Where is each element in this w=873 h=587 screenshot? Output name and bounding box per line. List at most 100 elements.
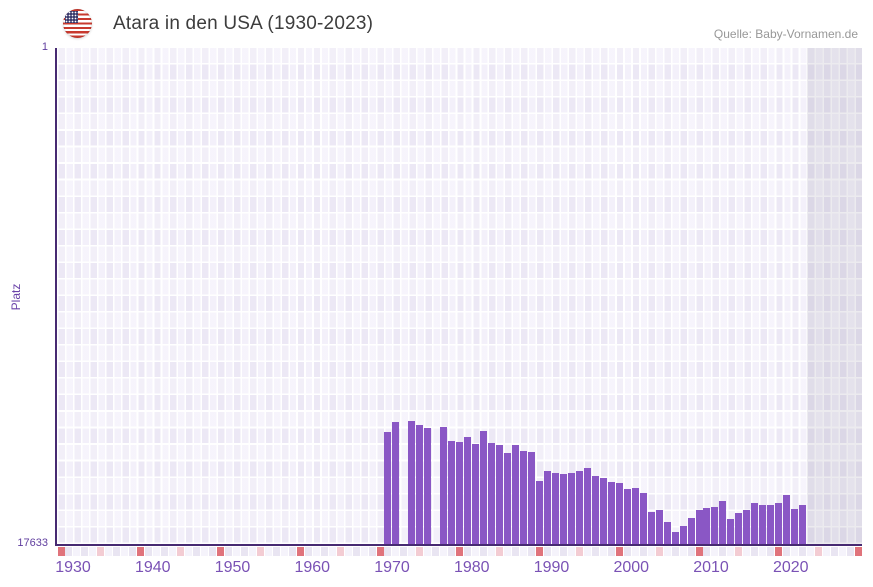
year-cell-1930: [57, 547, 65, 556]
year-cell-1945: [177, 547, 185, 556]
year-cell-1962: [312, 547, 320, 556]
year-cell-2014: [727, 547, 735, 556]
year-cell-1970: [376, 547, 384, 556]
year-cell-1968: [360, 547, 368, 556]
bar-1990[interactable]: [536, 480, 543, 544]
year-cell-1940: [137, 547, 145, 556]
bar-1971[interactable]: [384, 431, 392, 544]
bar-2021[interactable]: [783, 494, 791, 544]
bar-2006[interactable]: [663, 522, 671, 544]
year-cell-1961: [304, 547, 312, 556]
bar-2023[interactable]: [799, 504, 807, 544]
plot-area[interactable]: [57, 48, 862, 544]
year-cell-2009: [687, 547, 695, 556]
bar-1997[interactable]: [591, 475, 599, 544]
bar-2020[interactable]: [775, 503, 783, 544]
year-cell-2022: [791, 547, 799, 556]
bar-2015[interactable]: [735, 512, 743, 544]
bar-1999[interactable]: [607, 481, 615, 544]
bar-1980[interactable]: [456, 441, 464, 544]
year-cell-1983: [480, 547, 488, 556]
year-cell-1974: [408, 547, 416, 556]
bar-2014[interactable]: [727, 518, 735, 544]
year-cell-1998: [599, 547, 607, 556]
bar-1972[interactable]: [392, 421, 400, 544]
bar-2017[interactable]: [751, 502, 759, 544]
year-cell-1933: [81, 547, 89, 556]
bar-2005[interactable]: [655, 509, 663, 544]
bar-1983[interactable]: [480, 430, 488, 544]
year-cell-1989: [528, 547, 536, 556]
bar-2022[interactable]: [791, 508, 799, 544]
bar-1975[interactable]: [416, 425, 424, 544]
bar-2018[interactable]: [759, 504, 767, 544]
x-tick-1960: 1960: [294, 559, 331, 576]
bar-2011[interactable]: [703, 507, 711, 544]
bar-2010[interactable]: [695, 509, 703, 544]
year-cell-1990: [536, 547, 543, 556]
bar-1981[interactable]: [464, 436, 472, 544]
bar-2007[interactable]: [671, 531, 679, 544]
year-cell-2018: [759, 547, 767, 556]
year-cell-2016: [743, 547, 751, 556]
year-cell-1958: [280, 547, 288, 556]
bar-1988[interactable]: [520, 450, 528, 544]
bar-2019[interactable]: [767, 504, 775, 544]
year-cell-2008: [679, 547, 687, 556]
year-cell-1966: [344, 547, 352, 556]
us-flag-canton: [65, 11, 78, 23]
bar-2016[interactable]: [743, 509, 751, 544]
year-cell-2029: [847, 547, 855, 556]
year-cell-1949: [209, 547, 217, 556]
y-axis-line: [55, 48, 57, 546]
bar-1998[interactable]: [599, 477, 607, 544]
year-cell-1993: [559, 547, 567, 556]
chart-title: Atara in den USA (1930-2023): [113, 13, 374, 34]
year-cell-2013: [719, 547, 727, 556]
bar-1985[interactable]: [496, 444, 504, 544]
bar-1979[interactable]: [448, 440, 456, 544]
bar-1995[interactable]: [575, 470, 583, 544]
bar-1984[interactable]: [488, 442, 496, 544]
x-tick-2020: 2020: [772, 559, 809, 576]
year-cell-1999: [607, 547, 615, 556]
year-cell-1975: [416, 547, 424, 556]
y-axis-title: Platz: [9, 283, 23, 311]
year-cell-1986: [504, 547, 512, 556]
x-tick-1930: 1930: [55, 559, 91, 576]
bar-2001[interactable]: [623, 488, 631, 544]
year-cell-2011: [703, 547, 711, 556]
bar-2000[interactable]: [615, 483, 623, 544]
year-cell-2000: [615, 547, 623, 556]
year-cell-1992: [551, 547, 559, 556]
year-cell-1953: [240, 547, 248, 556]
year-cell-1994: [567, 547, 575, 556]
bar-1982[interactable]: [472, 444, 480, 544]
bar-1986[interactable]: [504, 452, 512, 544]
bar-1996[interactable]: [583, 467, 591, 544]
bar-1993[interactable]: [559, 473, 567, 544]
bar-1991[interactable]: [543, 470, 551, 544]
year-cell-2028: [839, 547, 847, 556]
year-cell-1938: [121, 547, 129, 556]
bar-2003[interactable]: [639, 492, 647, 544]
bar-1987[interactable]: [512, 444, 520, 544]
bar-1976[interactable]: [424, 428, 432, 544]
y-axis-top-tick: 1: [41, 41, 48, 53]
bar-2008[interactable]: [679, 525, 687, 544]
bar-2013[interactable]: [719, 500, 727, 544]
x-tick-2000: 2000: [613, 559, 650, 576]
bar-1994[interactable]: [567, 473, 575, 544]
bar-2009[interactable]: [687, 517, 695, 544]
bar-1989[interactable]: [528, 451, 536, 544]
year-cell-1964: [328, 547, 336, 556]
bar-2002[interactable]: [631, 487, 639, 544]
year-cell-1936: [105, 547, 113, 556]
bar-2012[interactable]: [711, 506, 719, 544]
bar-2004[interactable]: [647, 511, 655, 544]
bar-1974[interactable]: [408, 421, 416, 544]
bar-1978[interactable]: [440, 427, 448, 544]
year-cell-2017: [751, 547, 759, 556]
bar-1992[interactable]: [551, 473, 559, 544]
year-cell-1967: [352, 547, 360, 556]
